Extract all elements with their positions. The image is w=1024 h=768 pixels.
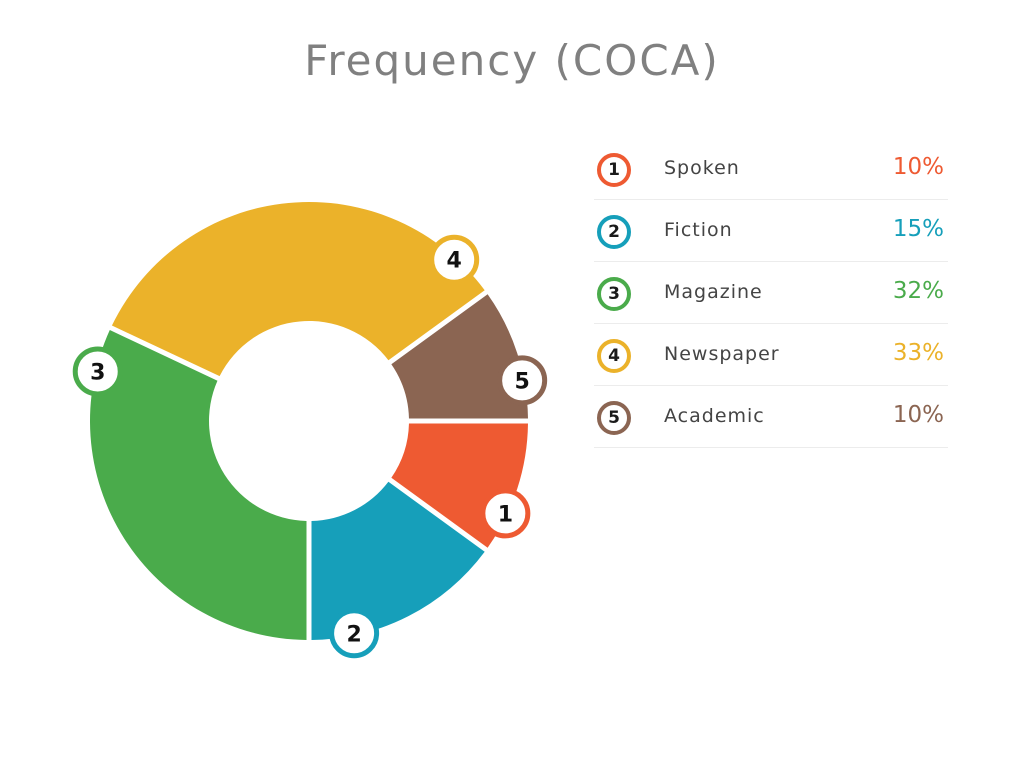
legend-item-spoken: 1 Spoken 10% bbox=[594, 138, 948, 200]
slice-badge-circle bbox=[72, 346, 123, 397]
slice-badge-number: 3 bbox=[90, 360, 105, 385]
legend-label: Magazine bbox=[664, 281, 763, 303]
slice-badge-1: 1 bbox=[480, 488, 531, 539]
legend-number-badge: 1 bbox=[597, 153, 631, 187]
legend-item-academic: 5 Academic 10% bbox=[594, 386, 948, 448]
slice-badge-number: 1 bbox=[498, 502, 513, 527]
donut-slice-academic bbox=[391, 294, 528, 419]
slice-badge-number: 2 bbox=[346, 622, 361, 647]
legend-number-badge: 4 bbox=[597, 339, 631, 373]
donut-slice-fiction bbox=[311, 481, 485, 640]
slice-badge-2: 2 bbox=[329, 608, 380, 659]
legend-label: Newspaper bbox=[664, 343, 780, 365]
legend-label: Academic bbox=[664, 405, 765, 427]
donut-slice-newspaper bbox=[111, 202, 485, 377]
donut-chart: 1 2 3 4 5 bbox=[72, 202, 548, 659]
legend-value: 10% bbox=[892, 154, 944, 180]
legend-label: Fiction bbox=[664, 219, 733, 241]
slice-badge-number: 5 bbox=[515, 369, 530, 394]
legend-number-badge: 5 bbox=[597, 401, 631, 435]
slice-badge-4: 4 bbox=[429, 234, 480, 285]
donut-slice-magazine bbox=[90, 330, 307, 640]
slice-badge-3: 3 bbox=[72, 346, 123, 397]
chart-title: Frequency (COCA) bbox=[304, 36, 720, 85]
legend-value: 15% bbox=[892, 216, 944, 242]
legend-item-newspaper: 4 Newspaper 33% bbox=[594, 324, 948, 386]
slice-badge-circle bbox=[329, 608, 380, 659]
legend-item-fiction: 2 Fiction 15% bbox=[594, 200, 948, 262]
slice-badge-circle bbox=[429, 234, 480, 285]
legend-value: 33% bbox=[892, 340, 944, 366]
legend-item-magazine: 3 Magazine 32% bbox=[594, 262, 948, 324]
legend-value: 10% bbox=[892, 402, 944, 428]
slice-badge-circle bbox=[497, 355, 548, 406]
slice-badge-number: 4 bbox=[447, 249, 462, 274]
legend-label: Spoken bbox=[664, 157, 740, 179]
legend-number-badge: 3 bbox=[597, 277, 631, 311]
slice-badge-circle bbox=[480, 488, 531, 539]
chart-legend: 1 Spoken 10% 2 Fiction 15% 3 Magazine 32% 4 Newspa… bbox=[594, 138, 948, 448]
legend-value: 32% bbox=[892, 278, 944, 304]
slice-badge-5: 5 bbox=[497, 355, 548, 406]
legend-number-badge: 2 bbox=[597, 215, 631, 249]
